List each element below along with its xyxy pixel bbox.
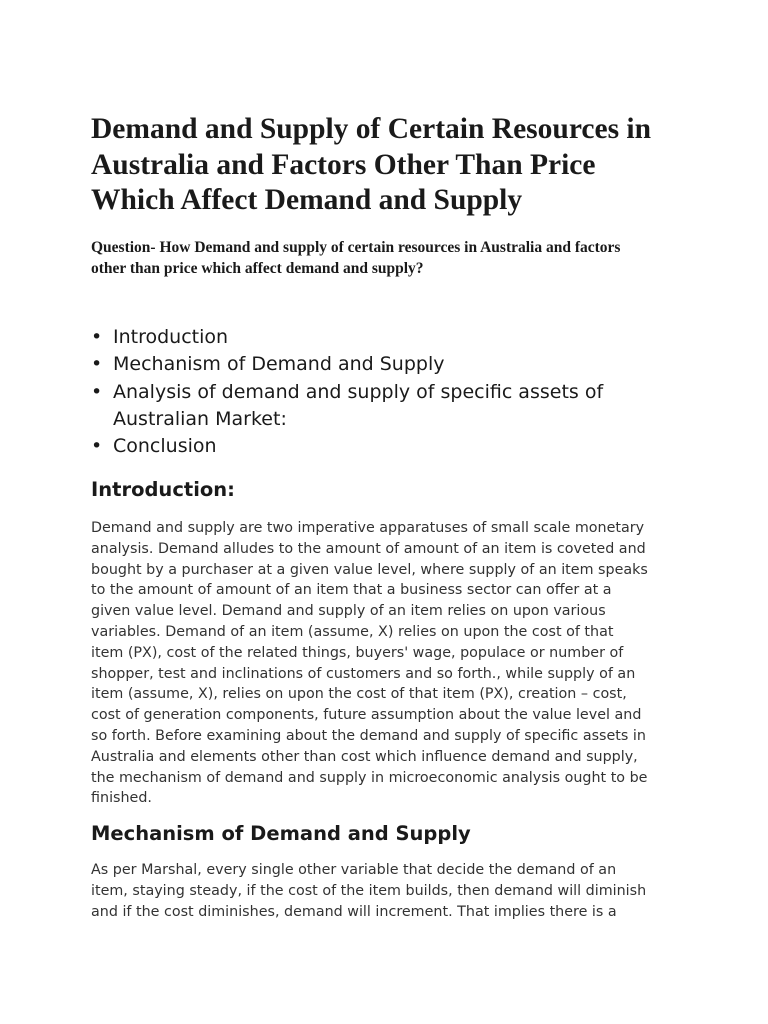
table-of-contents: • Introduction • Mechanism of Demand and S… bbox=[91, 324, 603, 460]
paragraph-line: given value level. Demand and supply of … bbox=[91, 603, 606, 620]
toc-item: • Analysis of demand and supply of specif… bbox=[91, 379, 603, 406]
paragraph-line: item (assume, X), relies on upon the cos… bbox=[91, 686, 627, 703]
toc-label: Australian Market: bbox=[113, 407, 287, 430]
toc-label: Mechanism of Demand and Supply bbox=[113, 353, 445, 376]
question-text: Question- How Demand and supply of certa… bbox=[91, 237, 620, 279]
paragraph-line: Australia and elements other than cost w… bbox=[91, 748, 638, 765]
paragraph-line: item, staying steady, if the cost of the… bbox=[91, 882, 647, 899]
document-title: Demand and Supply of Certain Resources i… bbox=[91, 112, 651, 219]
toc-item: • Conclusion bbox=[91, 433, 603, 460]
introduction-heading: Introduction: bbox=[91, 478, 235, 501]
mechanism-paragraph: As per Marshal, every single other varia… bbox=[91, 860, 646, 922]
paragraph-line: cost of generation components, future as… bbox=[91, 707, 642, 724]
paragraph-line: and if the cost diminishes, demand will … bbox=[91, 903, 617, 920]
introduction-paragraph: Demand and supply are two imperative app… bbox=[91, 518, 648, 809]
toc-item: • Mechanism of Demand and Supply bbox=[91, 351, 603, 378]
paragraph-line: As per Marshal, every single other varia… bbox=[91, 862, 617, 878]
title-line: Australia and Factors Other Than Price bbox=[91, 148, 596, 181]
paragraph-line: so forth. Before examining about the dem… bbox=[91, 727, 646, 744]
question-line: other than price which affect demand and… bbox=[91, 260, 424, 277]
paragraph-line: item (PX), cost of the related things, b… bbox=[91, 644, 624, 661]
bullet-icon: • bbox=[91, 380, 103, 403]
paragraph-line: to the amount of amount of an item that … bbox=[91, 582, 612, 599]
mechanism-heading: Mechanism of Demand and Supply bbox=[91, 822, 471, 845]
title-line: Demand and Supply of Certain Resources i… bbox=[91, 113, 652, 145]
title-line: Which Affect Demand and Supply bbox=[91, 184, 523, 216]
toc-label: Conclusion bbox=[113, 435, 217, 458]
toc-item-continued: Australian Market: bbox=[91, 406, 603, 433]
bullet-icon: • bbox=[91, 326, 103, 348]
toc-item: • Introduction bbox=[91, 324, 603, 351]
paragraph-line: analysis. Demand alludes to the amount o… bbox=[91, 540, 646, 557]
paragraph-line: the mechanism of demand and supply in mi… bbox=[91, 769, 648, 786]
paragraph-line: shopper, test and inclinations of custom… bbox=[91, 665, 636, 682]
paragraph-line: Demand and supply are two imperative app… bbox=[91, 520, 645, 536]
bullet-icon: • bbox=[91, 435, 103, 458]
paragraph-line: finished. bbox=[91, 790, 152, 807]
toc-label: Analysis of demand and supply of specifi… bbox=[113, 380, 604, 403]
paragraph-line: variables. Demand of an item (assume, X)… bbox=[91, 623, 614, 640]
paragraph-line: bought by a purchaser at a given value l… bbox=[91, 561, 648, 578]
question-line: Question- How Demand and supply of certa… bbox=[91, 239, 621, 256]
toc-label: Introduction bbox=[113, 326, 229, 348]
bullet-icon: • bbox=[91, 353, 103, 376]
